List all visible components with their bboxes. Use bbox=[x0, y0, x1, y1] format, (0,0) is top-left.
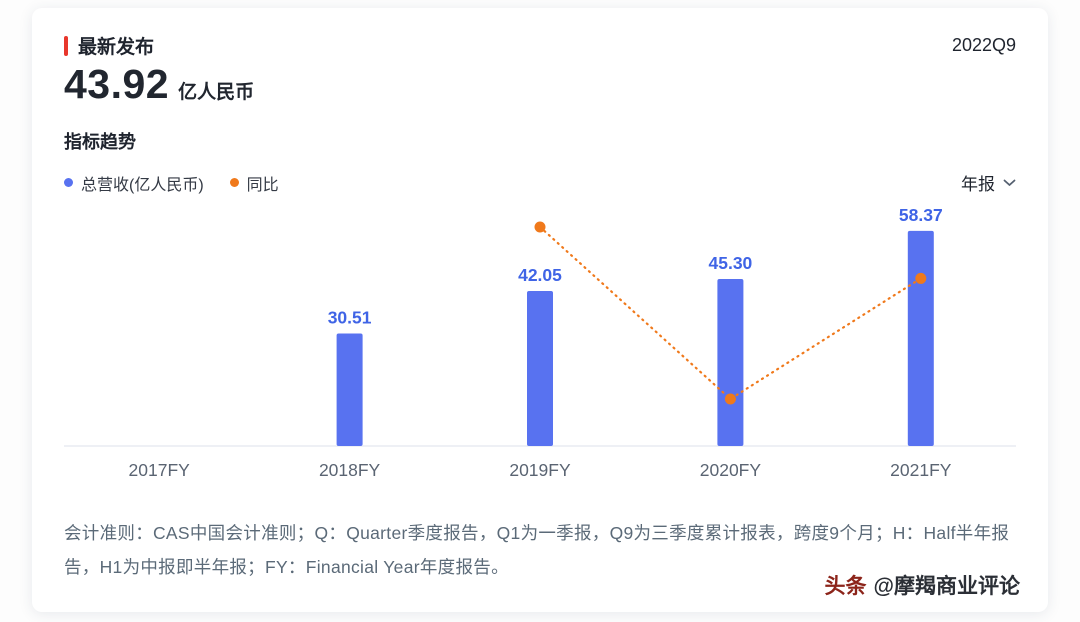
revenue-bar[interactable] bbox=[907, 230, 934, 446]
revenue-value-label: 45.30 bbox=[709, 253, 753, 273]
card-header: 最新发布 2022Q9 bbox=[64, 32, 1016, 59]
category-label: 2019FY bbox=[509, 460, 571, 480]
revenue-value-label: 58.37 bbox=[899, 205, 943, 225]
legend-item-yoy: 同比 bbox=[229, 171, 279, 195]
category-label: 2020FY bbox=[700, 460, 762, 480]
footnote: 会计准则：CAS中国会计准则；Q：Quarter季度报告，Q1为一季报，Q9为三… bbox=[64, 523, 1010, 577]
watermark: 头条 @摩羯商业评论 bbox=[825, 570, 1020, 600]
report-period-select[interactable]: 年报 bbox=[961, 170, 1016, 195]
yoy-point[interactable] bbox=[915, 272, 927, 284]
category-label: 2021FY bbox=[890, 460, 952, 480]
revenue-bar[interactable] bbox=[336, 333, 363, 446]
revenue-value-label: 30.51 bbox=[328, 308, 372, 328]
yoy-point[interactable] bbox=[534, 221, 546, 233]
legend-label-yoy: 同比 bbox=[246, 176, 279, 194]
chart-legend: 总营收(亿人民币) 同比 bbox=[64, 171, 279, 195]
yoy-line bbox=[538, 225, 922, 401]
legend-swatch-revenue-icon bbox=[64, 178, 73, 187]
watermark-handle: @摩羯商业评论 bbox=[873, 575, 1020, 598]
yoy-point[interactable] bbox=[724, 393, 736, 405]
report-period-label: 年报 bbox=[961, 175, 995, 194]
metric-card: 最新发布 2022Q9 43.92 亿人民币 指标趋势 总营收(亿人民币) 同比 bbox=[32, 8, 1048, 612]
revenue-bar[interactable] bbox=[717, 278, 744, 446]
section-title: 最新发布 bbox=[78, 37, 155, 58]
metric-row: 43.92 亿人民币 bbox=[64, 61, 1016, 108]
revenue-bar[interactable] bbox=[527, 290, 553, 446]
chart-area: 2017FY 2018FY 30.51 2019FY 42.05 2020FY 45.30 2… bbox=[64, 199, 1016, 495]
legend-row: 总营收(亿人民币) 同比 年报 bbox=[64, 170, 1016, 195]
legend-item-revenue: 总营收(亿人民币) bbox=[64, 171, 204, 195]
category-label: 2017FY bbox=[129, 460, 191, 480]
watermark-brand: 头条 bbox=[824, 575, 867, 598]
trend-title: 指标趋势 bbox=[64, 132, 136, 152]
chevron-down-icon bbox=[1003, 179, 1016, 186]
category-label: 2018FY bbox=[319, 460, 381, 480]
revenue-value-label: 42.05 bbox=[518, 265, 562, 285]
accent-bar bbox=[64, 35, 68, 56]
metric-unit: 亿人民币 bbox=[178, 82, 255, 103]
period-badge: 2022Q9 bbox=[951, 35, 1016, 55]
legend-swatch-yoy-icon bbox=[229, 178, 239, 187]
metric-value: 43.92 bbox=[64, 61, 170, 107]
legend-label-revenue: 总营收(亿人民币) bbox=[81, 176, 204, 194]
trend-chart[interactable]: 2017FY 2018FY 30.51 2019FY 42.05 2020FY 45.30 2… bbox=[64, 199, 1016, 495]
